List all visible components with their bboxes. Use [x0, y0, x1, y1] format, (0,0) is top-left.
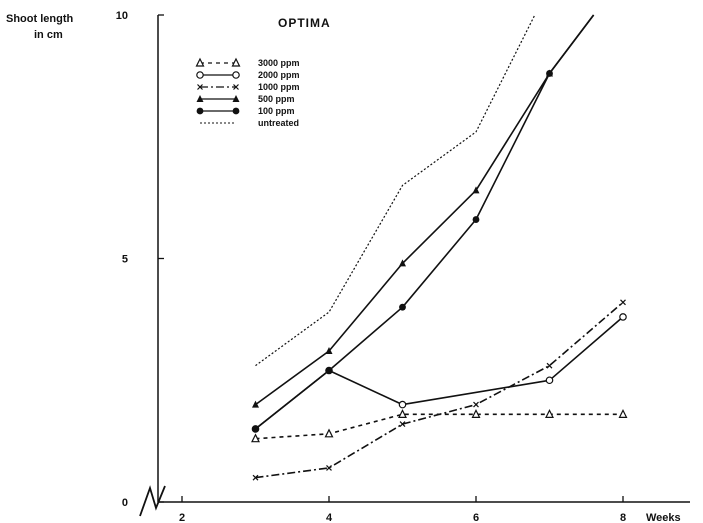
legend-label: untreated: [258, 118, 299, 128]
legend-label: 2000 ppm: [258, 70, 300, 80]
series-line: [255, 14, 595, 430]
series-line: [255, 316, 624, 430]
data-point-open-circle: [196, 71, 204, 79]
series-line: [255, 14, 595, 406]
data-point-triangle: [472, 186, 480, 194]
data-point-circle: [472, 216, 480, 223]
data-point-triangle: [399, 259, 406, 267]
data-point-circle: [252, 425, 259, 433]
x-tick-label: 2: [179, 512, 185, 523]
axis-break-mark: [139, 485, 166, 517]
series-line: [255, 301, 624, 479]
series-group: [252, 14, 595, 433]
data-point-triangle: [325, 347, 333, 355]
data-point-cross: [197, 84, 203, 90]
legend-label: 100 ppm: [258, 106, 295, 116]
data-point-circle: [325, 367, 333, 374]
data-point-open-triangle: [471, 408, 481, 418]
y-axis-label-line1: Shoot length: [6, 13, 73, 25]
y-tick-label: 5: [122, 254, 128, 266]
data-point-cross: [252, 474, 259, 481]
y-tick-label: 0: [122, 497, 128, 509]
y-tick-label: 10: [116, 10, 128, 22]
y-axis-label-line2: in cm: [34, 29, 63, 41]
data-point-circle: [399, 303, 406, 311]
chart-title: OPTIMA: [278, 16, 331, 30]
legend-label: 3000 ppm: [258, 58, 300, 68]
data-point-open-triangle: [545, 408, 554, 418]
data-point-open-circle: [398, 400, 407, 409]
series-group: [255, 14, 536, 367]
data-point-circle: [196, 107, 204, 115]
x-axis-label: Weeks: [646, 512, 681, 523]
data-point-open-triangle: [324, 428, 334, 438]
data-point-triangle: [232, 95, 240, 102]
data-point-open-triangle: [398, 408, 407, 418]
legend-label: 500 ppm: [258, 94, 295, 104]
data-point-cross: [326, 464, 332, 471]
data-point-cross: [473, 401, 479, 408]
legend: 3000 ppm 2000 ppm 1000 ppm 500 ppm 100 ppm un…: [195, 57, 300, 128]
series-layer: [251, 14, 628, 481]
axes: [139, 15, 690, 517]
data-point-circle: [232, 107, 240, 115]
data-point-open-triangle: [195, 57, 205, 67]
data-point-open-triangle: [618, 408, 628, 418]
data-point-open-circle: [232, 71, 240, 79]
x-tick-label: 4: [326, 512, 333, 523]
x-tick-label: 6: [473, 512, 479, 523]
data-point-circle: [546, 70, 553, 77]
series-group: [252, 14, 595, 408]
series-line: [255, 14, 536, 367]
data-point-cross: [399, 421, 406, 428]
data-point-cross: [233, 84, 239, 90]
series-group: [252, 299, 626, 481]
data-point-cross: [546, 362, 553, 369]
x-tick-label: 8: [620, 512, 626, 523]
data-point-open-triangle: [231, 57, 241, 67]
data-point-triangle: [252, 400, 259, 408]
data-point-open-triangle: [251, 433, 260, 443]
data-point-open-circle: [619, 313, 627, 321]
series-line: [255, 413, 623, 440]
legend-label: 1000 ppm: [258, 82, 300, 92]
data-point-triangle: [196, 95, 204, 102]
data-point-cross: [620, 299, 626, 306]
data-point-open-circle: [545, 376, 554, 385]
ticks: 2 4 6 8 0 5 10: [116, 10, 626, 523]
